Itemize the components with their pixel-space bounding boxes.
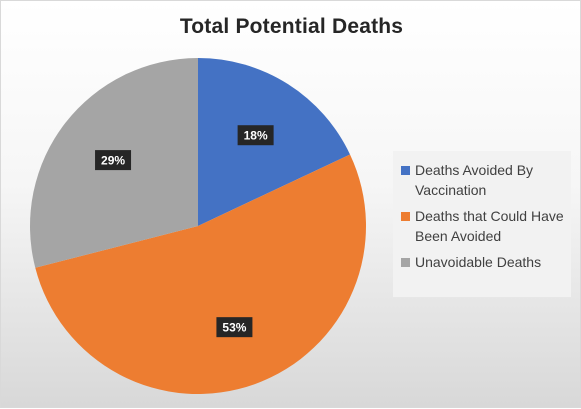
data-label: 29% — [101, 154, 125, 168]
data-label-background — [216, 317, 253, 338]
slice-could-have-been-avoided — [35, 154, 367, 394]
legend-swatch-orange — [401, 212, 410, 221]
legend-label: Unavoidable Deaths — [415, 254, 542, 270]
data-label-background — [237, 125, 274, 146]
chart-legend: Deaths Avoided By Vaccination Deaths tha… — [393, 151, 571, 297]
legend-swatch-gray — [401, 258, 410, 267]
legend-swatch-blue — [401, 166, 410, 175]
legend-item-unavoidable: Unavoidable Deaths — [401, 252, 566, 272]
chart-title: Total Potential Deaths — [179, 15, 404, 38]
data-label: 53% — [222, 321, 246, 335]
legend-label: Deaths Avoided By Vaccination — [415, 162, 534, 198]
legend-item-could-have-been-avoided: Deaths that Could Have Been Avoided — [401, 206, 566, 246]
data-label-background — [95, 150, 132, 171]
legend-label: Deaths that Could Have Been Avoided — [415, 208, 564, 244]
legend-item-avoided-by-vaccination: Deaths Avoided By Vaccination — [401, 160, 566, 200]
slice-avoided-by-vaccination — [198, 58, 351, 226]
data-label: 18% — [244, 129, 268, 143]
